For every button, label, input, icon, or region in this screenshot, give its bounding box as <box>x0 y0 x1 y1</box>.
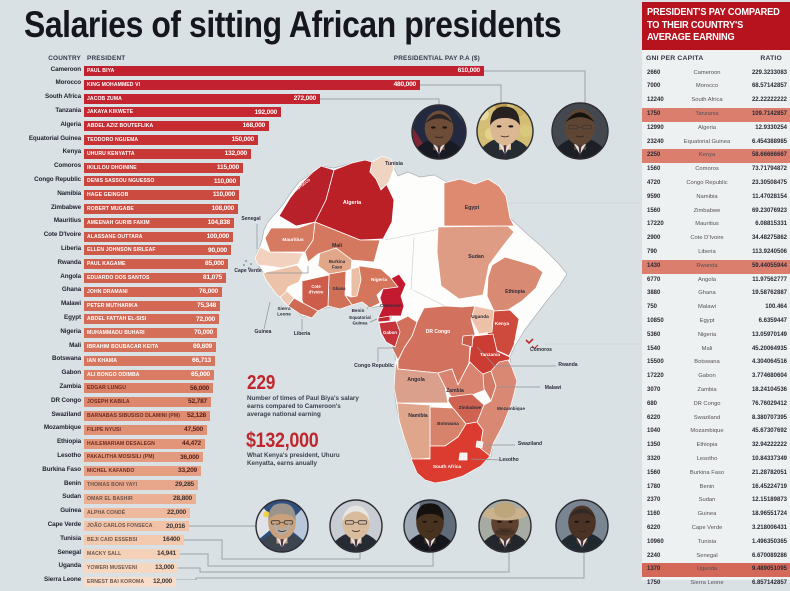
svg-text:Angola: Angola <box>407 377 425 383</box>
svg-text:Rwanda: Rwanda <box>558 362 577 368</box>
svg-text:Zimbabwe: Zimbabwe <box>459 405 482 410</box>
svg-text:Nigeria: Nigeria <box>371 277 388 283</box>
svg-text:Lesotho: Lesotho <box>499 457 518 463</box>
svg-text:Uganda: Uganda <box>471 314 489 320</box>
svg-text:d'Ivoire: d'Ivoire <box>309 290 324 295</box>
svg-text:Tanzania: Tanzania <box>480 352 501 358</box>
svg-text:Faso: Faso <box>332 265 343 270</box>
svg-text:Mali: Mali <box>332 243 343 249</box>
svg-text:Cape Verde: Cape Verde <box>234 268 261 274</box>
svg-text:Guinea: Guinea <box>255 329 272 335</box>
svg-text:Equatorial: Equatorial <box>349 315 370 320</box>
svg-text:Leone: Leone <box>277 312 291 317</box>
svg-text:DR Congo: DR Congo <box>426 329 450 335</box>
svg-text:Gabon: Gabon <box>383 330 397 335</box>
svg-text:Malawi: Malawi <box>545 385 562 391</box>
svg-text:South Africa: South Africa <box>433 464 462 470</box>
svg-text:Kenya: Kenya <box>495 321 510 327</box>
svg-text:Cameroon: Cameroon <box>380 303 402 308</box>
svg-text:Botswana: Botswana <box>437 421 459 426</box>
svg-text:Burkina: Burkina <box>329 259 346 264</box>
svg-text:Sudan: Sudan <box>468 254 484 260</box>
svg-text:Mauritius: Mauritius <box>282 237 304 243</box>
svg-text:Algeria: Algeria <box>343 200 362 206</box>
svg-text:Benin: Benin <box>352 308 365 313</box>
svg-text:Senegal: Senegal <box>241 216 261 222</box>
svg-text:Liberia: Liberia <box>294 331 311 337</box>
svg-text:Ethiopia: Ethiopia <box>505 289 525 295</box>
svg-text:Namibia: Namibia <box>408 413 428 419</box>
svg-text:Congo Republic: Congo Republic <box>354 363 394 369</box>
svg-text:Comoros: Comoros <box>530 347 552 353</box>
svg-text:Egypt: Egypt <box>465 205 480 211</box>
svg-text:Zambia: Zambia <box>446 388 464 394</box>
svg-text:Mozambique: Mozambique <box>497 406 525 411</box>
svg-text:Swaziland: Swaziland <box>518 441 542 447</box>
svg-text:Cote: Cote <box>311 284 321 289</box>
svg-text:Tunisia: Tunisia <box>385 161 403 167</box>
svg-text:Sierra: Sierra <box>277 306 290 311</box>
svg-text:Guinea: Guinea <box>353 321 368 326</box>
svg-text:Ghana: Ghana <box>332 286 346 291</box>
